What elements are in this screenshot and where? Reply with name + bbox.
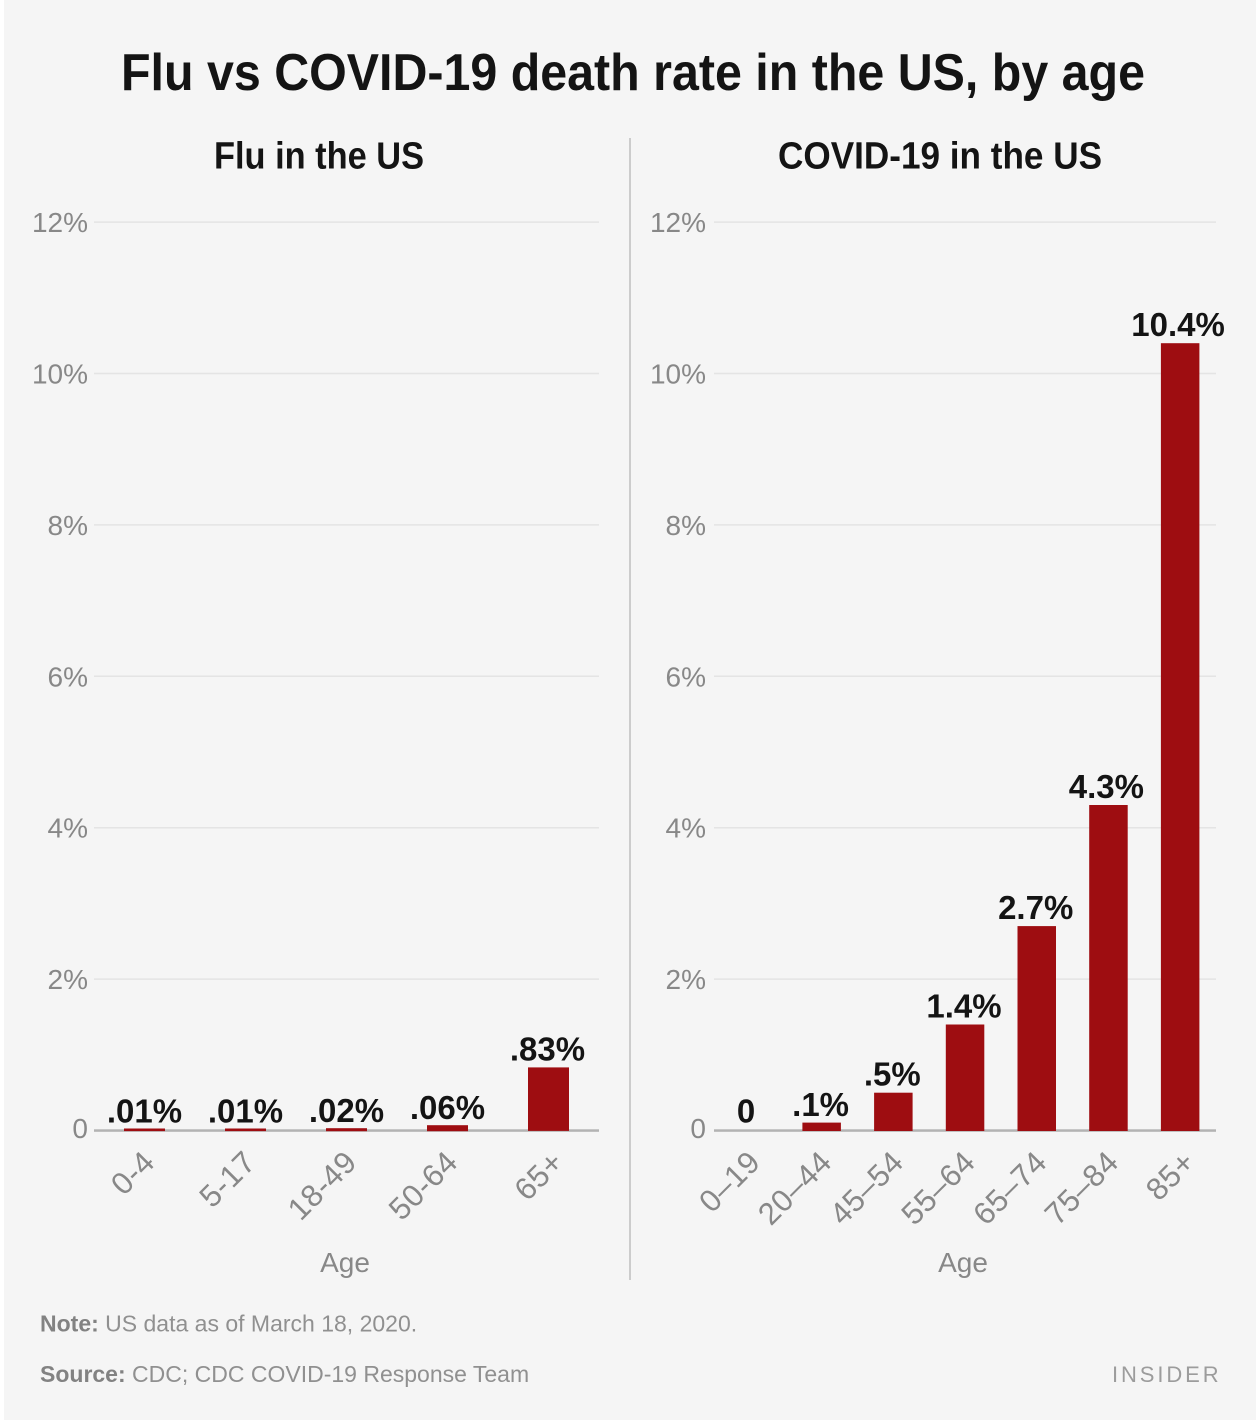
svg-text:12%: 12% — [32, 207, 88, 238]
svg-text:2%: 2% — [48, 964, 88, 995]
svg-text:4%: 4% — [48, 813, 88, 844]
svg-text:.01%: .01% — [208, 1093, 283, 1130]
svg-text:12%: 12% — [650, 207, 706, 238]
svg-text:.01%: .01% — [107, 1093, 182, 1130]
svg-text:1.4%: 1.4% — [926, 988, 1001, 1025]
svg-text:10%: 10% — [650, 359, 706, 390]
svg-text:Flu in the US: Flu in the US — [214, 136, 424, 178]
svg-text:.1%: .1% — [792, 1086, 849, 1123]
svg-text:.83%: .83% — [510, 1031, 585, 1068]
svg-text:6%: 6% — [666, 661, 706, 692]
svg-text:2%: 2% — [666, 964, 706, 995]
svg-text:6%: 6% — [48, 661, 88, 692]
svg-text:Note: US data as of March 18,: Note: US data as of March 18, 2020. — [40, 1311, 417, 1337]
svg-text:Age: Age — [320, 1247, 370, 1278]
svg-text:4.3%: 4.3% — [1069, 768, 1144, 805]
svg-text:10.4%: 10.4% — [1131, 306, 1225, 343]
svg-text:0: 0 — [737, 1093, 755, 1130]
svg-text:4%: 4% — [666, 813, 706, 844]
svg-text:COVID-19 in the US: COVID-19 in the US — [778, 136, 1102, 178]
svg-text:0: 0 — [72, 1113, 88, 1144]
svg-text:Flu vs COVID-19 death rate in: Flu vs COVID-19 death rate in the US, by… — [121, 44, 1145, 102]
svg-text:.02%: .02% — [309, 1092, 384, 1129]
svg-text:2.7%: 2.7% — [998, 889, 1073, 926]
svg-text:.5%: .5% — [864, 1056, 921, 1093]
svg-text:Source: CDC; CDC COVID-19 Resp: Source: CDC; CDC COVID-19 Response Team — [40, 1361, 529, 1387]
svg-text:8%: 8% — [666, 510, 706, 541]
svg-text:Age: Age — [938, 1247, 988, 1278]
svg-text:8%: 8% — [48, 510, 88, 541]
svg-text:0: 0 — [690, 1113, 706, 1144]
svg-text:INSIDER: INSIDER — [1112, 1362, 1222, 1387]
svg-text:.06%: .06% — [410, 1089, 485, 1126]
svg-text:10%: 10% — [32, 359, 88, 390]
